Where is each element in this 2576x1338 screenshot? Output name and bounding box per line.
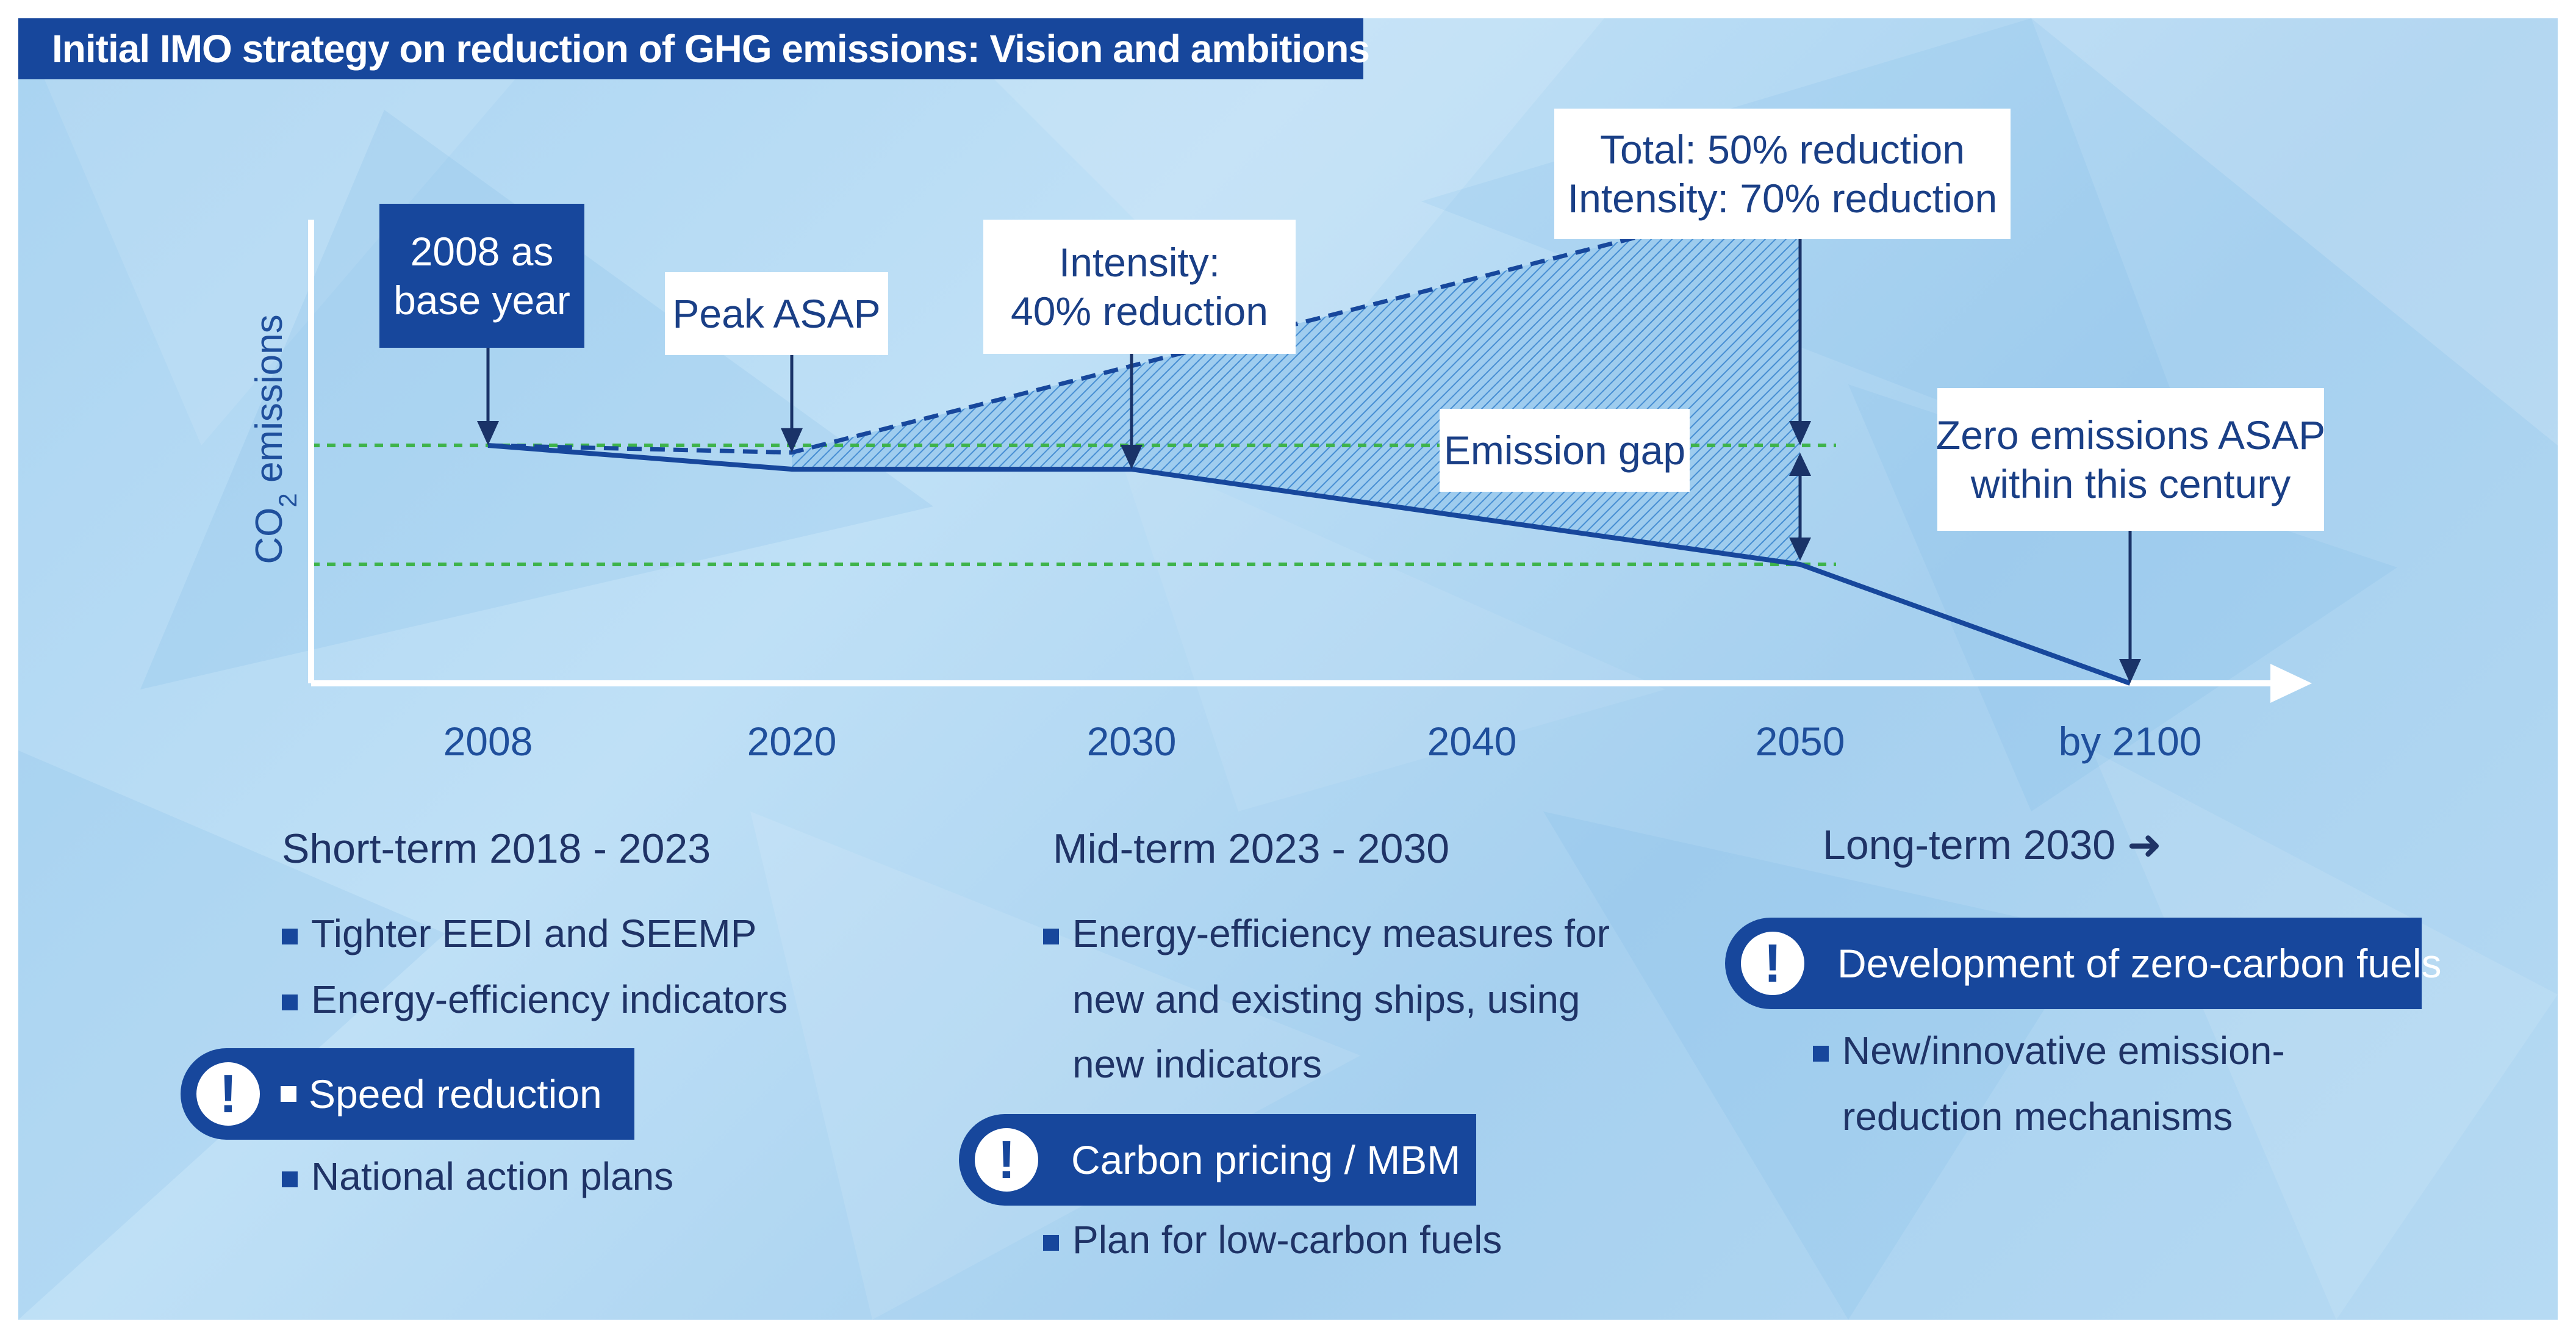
zero-arrow-head-icon	[2119, 659, 2141, 683]
zero-emissions-callout: Zero emissions ASAP within this century	[1936, 388, 2326, 531]
gap-arrow-down-icon	[1789, 538, 1811, 561]
emission-gap-area	[792, 195, 1800, 564]
bullet-square-icon	[1043, 929, 1059, 944]
exclamation-icon: !	[196, 1062, 260, 1126]
mid-term-item-1-cont2: new indicators	[1072, 1031, 1322, 1097]
mid-term-item-1: Energy-efficiency measures for	[1043, 901, 1610, 966]
long-term-heading-text: Long-term 2030	[1823, 822, 2116, 868]
title-bar: Initial IMO strategy on reduction of GHG…	[18, 18, 1370, 79]
long-term-item-1: New/innovative emission-	[1813, 1018, 2285, 1084]
mid-term-item-1-line3: new indicators	[1072, 1042, 1322, 1086]
mid-term-heading: Mid-term 2023 - 2030	[1053, 825, 1450, 872]
emission-gap-text: Emission gap	[1443, 428, 1686, 473]
speed-reduction-highlight: ! Speed reduction	[181, 1048, 634, 1140]
peak-arrow-head-icon	[781, 428, 803, 453]
short-term-item-1-text: Tighter EEDI and SEEMP	[311, 912, 757, 955]
target-2050-line1: Total: 50% reduction	[1599, 127, 1965, 172]
emission-gap-label: Emission gap	[1440, 409, 1690, 492]
zero-carbon-fuels-text: Development of zero-carbon fuels	[1837, 941, 2442, 986]
x-tick-label-6: by 2100	[2059, 719, 2202, 764]
gap-arrow-up-icon	[1789, 453, 1811, 476]
x-tick-label-2: 2020	[747, 719, 837, 764]
exclamation-icon: !	[975, 1128, 1038, 1192]
carbon-pricing-highlight: ! Carbon pricing / MBM	[959, 1114, 1476, 1206]
x-tick-label-4: 2040	[1427, 719, 1517, 764]
intensity-2030-line1: Intensity:	[1058, 240, 1221, 285]
x-tick-label-1: 2008	[443, 719, 533, 764]
infographic: Initial IMO strategy on reduction of GHG…	[18, 18, 2558, 1320]
mid-term-item-1-line2: new and existing ships, using	[1072, 977, 1580, 1021]
target-2050-callout: Total: 50% reduction Intensity: 70% redu…	[1554, 109, 2011, 239]
intensity-2030-callout: Intensity: 40% reduction	[983, 220, 1296, 354]
intensity-2030-line2: 40% reduction	[1011, 289, 1268, 334]
long-term-heading: Long-term 2030 ➜	[1823, 821, 2162, 869]
bullet-square-icon	[281, 1086, 296, 1102]
background-pattern	[18, 18, 2558, 1320]
long-term-item-1-cont: reduction mechanisms	[1842, 1084, 2233, 1149]
long-term-item-1-line2: reduction mechanisms	[1842, 1095, 2233, 1138]
x-axis-arrow-icon	[2270, 664, 2312, 703]
short-term-item-2: Energy-efficiency indicators	[282, 966, 788, 1032]
exclamation-icon: !	[1741, 932, 1804, 995]
target-2050-arrow-head-icon	[1789, 421, 1811, 445]
short-term-item-1: Tighter EEDI and SEEMP	[282, 901, 756, 966]
short-term-heading: Short-term 2018 - 2023	[282, 825, 711, 872]
bullet-square-icon	[282, 929, 298, 944]
base-year-line2: base year	[393, 278, 570, 323]
short-term-item-2-text: Energy-efficiency indicators	[311, 977, 788, 1021]
zero-emissions-line1: Zero emissions ASAP	[1936, 412, 2326, 458]
base-year-arrow-head-icon	[477, 421, 499, 445]
short-term-item-3: National action plans	[282, 1143, 673, 1209]
short-term-item-3-text: National action plans	[311, 1154, 674, 1198]
intensity-arrow-head-icon	[1121, 445, 1143, 469]
long-term-item-1-line1: New/innovative emission-	[1842, 1029, 2285, 1073]
page-title: Initial IMO strategy on reduction of GHG…	[52, 27, 1370, 71]
x-tick-label-5: 2050	[1756, 719, 1845, 764]
zero-emissions-line2: within this century	[1970, 461, 2291, 506]
mid-term-item-2: Plan for low-carbon fuels	[1043, 1207, 1502, 1273]
base-year-line1: 2008 as	[410, 229, 554, 274]
speed-reduction-text: Speed reduction	[309, 1071, 602, 1117]
target-2050-line2: Intensity: 70% reduction	[1567, 176, 1998, 221]
bullet-square-icon	[1813, 1046, 1829, 1062]
mid-term-item-1-cont: new and existing ships, using	[1072, 966, 1580, 1032]
bullet-square-icon	[282, 995, 298, 1010]
mid-term-item-1-line1: Energy-efficiency measures for	[1072, 912, 1610, 955]
base-year-callout: 2008 as base year	[379, 204, 584, 348]
x-tick-label-3: 2030	[1087, 719, 1177, 764]
peak-asap-callout: Peak ASAP	[665, 272, 888, 355]
peak-asap-text: Peak ASAP	[672, 291, 881, 336]
bullet-square-icon	[282, 1171, 298, 1187]
bullet-square-icon	[1043, 1235, 1059, 1251]
right-arrow-icon: ➜	[2127, 822, 2162, 868]
zero-carbon-fuels-highlight: ! Development of zero-carbon fuels	[1725, 918, 2442, 1009]
carbon-pricing-text: Carbon pricing / MBM	[1071, 1137, 1461, 1182]
y-axis-label: CO2 emissions	[248, 314, 302, 564]
mid-term-item-2-text: Plan for low-carbon fuels	[1072, 1218, 1502, 1262]
